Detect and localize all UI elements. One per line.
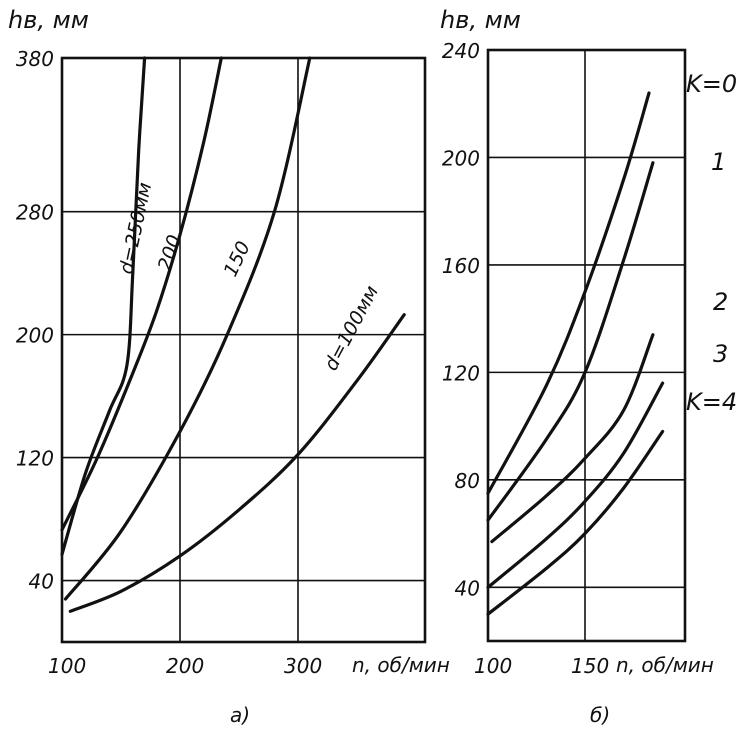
y-tick-label: 160 xyxy=(442,254,480,278)
series-label-4: 3 xyxy=(713,340,728,368)
x-axis-label: n, об/мин xyxy=(616,653,714,677)
y-tick-label: 120 xyxy=(16,447,54,471)
y-tick-label: 80 xyxy=(455,469,480,493)
y-axis-label: hв, мм xyxy=(8,6,89,34)
series-line-3 xyxy=(63,56,312,601)
x-tick-label: 100 xyxy=(48,654,86,678)
y-tick-label: 200 xyxy=(16,324,54,348)
panel-label: а) xyxy=(230,703,250,727)
series-line-2 xyxy=(486,161,655,522)
series-line-4 xyxy=(486,381,665,589)
y-tick-label: 40 xyxy=(29,570,54,594)
x-tick-label: 300 xyxy=(284,654,322,678)
series-line-1 xyxy=(60,56,147,556)
x-tick-label: 100 xyxy=(474,654,512,678)
y-tick-label: 40 xyxy=(455,576,480,600)
x-tick-label: 200 xyxy=(166,654,204,678)
series-label-5: K=4 xyxy=(686,388,737,416)
y-tick-label: 120 xyxy=(442,361,480,385)
chart-panel-a: 100 200 300 40 120 200 280 380 hв, мм n, об/мин а)… xyxy=(8,6,450,727)
series-line-5 xyxy=(486,429,665,616)
series-label-1: K=0 xyxy=(686,70,737,98)
y-tick-label: 380 xyxy=(16,47,54,71)
plot-frame xyxy=(60,56,427,644)
y-axis-label: hв, мм xyxy=(440,6,521,34)
y-tick-label: 200 xyxy=(442,146,480,170)
series-line-4 xyxy=(68,313,406,613)
series-line-3 xyxy=(490,333,655,544)
x-axis-label: n, об/мин xyxy=(352,653,450,677)
series-line-1 xyxy=(486,91,651,495)
series-label-3: 150 xyxy=(220,238,255,280)
x-tick-label: 150 xyxy=(571,654,609,678)
chart-panel-b: 100 150 40 80 120 160 200 240 hв, мм n, об/мин б) K… xyxy=(440,6,737,727)
series-label-3: 2 xyxy=(713,288,728,316)
series-label-2: 1 xyxy=(711,148,726,176)
series-line-2 xyxy=(60,56,223,532)
y-tick-label: 280 xyxy=(16,201,54,225)
y-tick-label: 240 xyxy=(442,39,480,63)
series-label-2: 200 xyxy=(154,232,186,273)
panel-label: б) xyxy=(590,703,610,727)
plot-frame xyxy=(486,48,687,643)
series-label-1: d=250мм xyxy=(115,181,156,276)
